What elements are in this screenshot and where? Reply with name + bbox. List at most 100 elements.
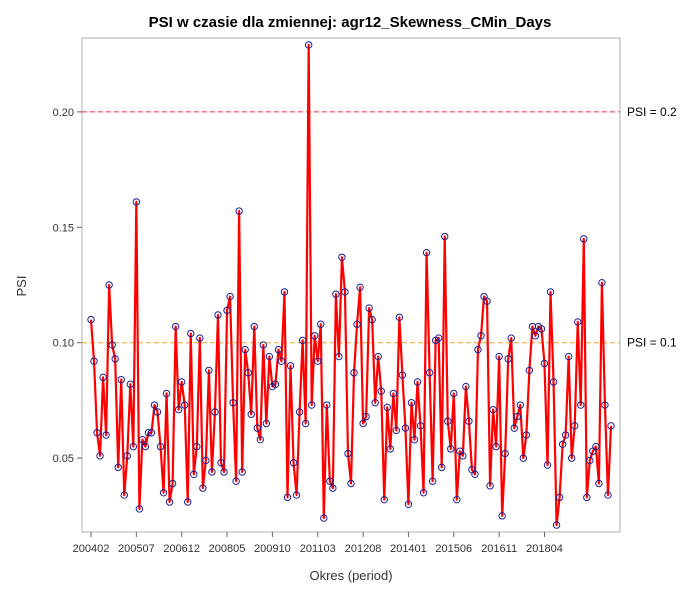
data-point (99, 373, 107, 382)
data-point (289, 459, 298, 467)
reference-line-label-1: PSI = 0.1 (627, 336, 677, 350)
data-point (504, 355, 512, 363)
data-point (271, 380, 280, 388)
data-point (135, 505, 144, 513)
x-tick-label: 201804 (526, 543, 563, 555)
data-point (374, 352, 382, 361)
data-point (555, 493, 564, 502)
data-point (181, 401, 189, 409)
data-point (229, 399, 237, 407)
data-point (392, 426, 401, 435)
data-point (540, 359, 549, 368)
data-point (471, 470, 479, 478)
data-point (238, 468, 246, 476)
data-point (450, 389, 458, 398)
data-point (377, 387, 385, 395)
data-point (159, 489, 168, 497)
data-point (437, 463, 446, 472)
data-point (153, 408, 162, 416)
data-point (120, 491, 128, 499)
data-point (447, 445, 455, 453)
data-point (147, 429, 156, 437)
data-point (208, 468, 216, 476)
data-point (304, 41, 313, 49)
data-point (359, 419, 367, 428)
data-point (395, 313, 404, 322)
data-point (111, 355, 119, 363)
data-point (196, 334, 204, 342)
data-point (552, 521, 561, 529)
data-point (371, 399, 379, 407)
data-point (462, 382, 470, 391)
data-point (280, 288, 289, 296)
x-tick-label: 200805 (209, 543, 246, 555)
data-point (244, 369, 252, 377)
y-axis: 0.05 0.10 0.15 0.20 (53, 107, 82, 465)
data-point (199, 484, 207, 492)
data-point (571, 422, 579, 430)
x-tick-label: 200910 (254, 543, 291, 555)
data-point (138, 435, 147, 444)
data-point (398, 371, 407, 379)
data-point (489, 405, 497, 414)
data-point (96, 452, 104, 460)
data-point (314, 357, 322, 365)
data-point (510, 424, 518, 432)
data-point (105, 281, 113, 289)
data-point (165, 498, 174, 506)
data-point (459, 452, 467, 460)
data-point (543, 461, 552, 469)
data-point (93, 429, 101, 437)
data-point (202, 456, 210, 465)
x-tick-label: 201611 (481, 543, 517, 555)
x-tick-label: 200612 (163, 543, 200, 555)
x-tick-label: 201506 (435, 543, 472, 555)
data-point (580, 235, 588, 243)
data-point (486, 482, 494, 490)
data-point (102, 431, 110, 439)
data-point (211, 408, 219, 416)
data-point (338, 253, 346, 261)
data-point (425, 369, 434, 377)
data-point (295, 408, 304, 416)
data-point (380, 495, 388, 504)
data-point (184, 498, 192, 506)
data-point (232, 477, 240, 485)
data-point (507, 334, 515, 342)
data-point (389, 389, 398, 398)
data-point (123, 452, 131, 460)
data-point (441, 232, 449, 241)
data-point (434, 334, 443, 342)
data-point (574, 318, 582, 326)
data-point (525, 366, 534, 375)
data-point (335, 352, 343, 361)
data-point (386, 445, 395, 453)
data-point (522, 431, 531, 439)
data-point (286, 362, 295, 370)
data-point (171, 322, 180, 331)
data-point (329, 484, 337, 492)
data-point (416, 422, 425, 430)
data-point (558, 440, 567, 448)
reference-lines: PSI = 0.2 PSI = 0.1 (82, 105, 677, 350)
data-point (223, 306, 231, 315)
data-point (583, 493, 591, 502)
x-tick-label: 201208 (345, 543, 382, 555)
data-point (474, 345, 482, 354)
data-point (226, 292, 234, 301)
data-point (126, 380, 135, 388)
data-point (241, 345, 249, 354)
data-point (259, 341, 268, 349)
data-point (193, 442, 201, 451)
data-point (453, 495, 461, 504)
data-point (519, 454, 528, 462)
x-axis-label: Okres (period) (309, 568, 392, 583)
data-point (604, 491, 612, 499)
data-point (537, 325, 546, 333)
data-point (592, 442, 600, 451)
data-point (220, 468, 228, 476)
x-axis: 200402 200507 200612 200805 200910 201103 2012… (73, 532, 563, 555)
data-point (174, 405, 183, 414)
data-point (546, 288, 555, 296)
data-point (256, 435, 265, 444)
